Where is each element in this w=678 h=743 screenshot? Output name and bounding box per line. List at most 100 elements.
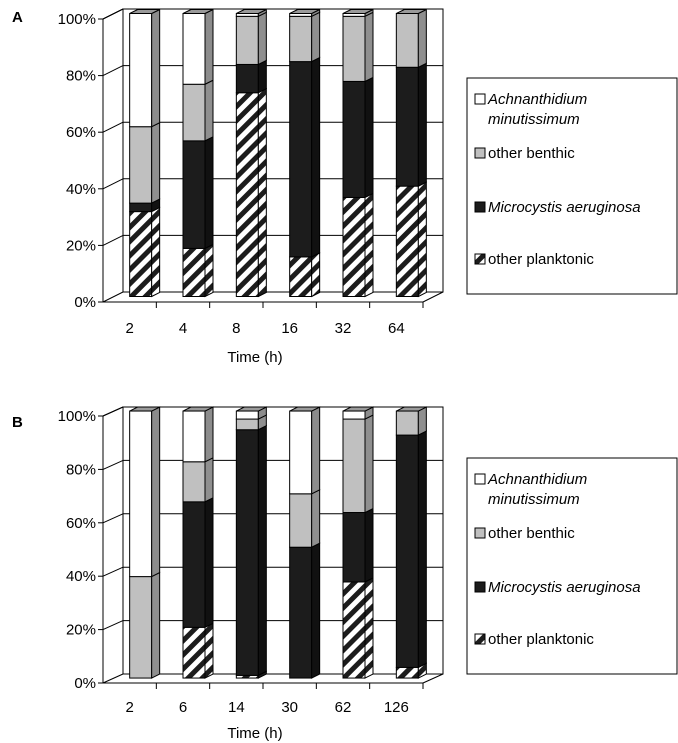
legend-label: Achnanthidium xyxy=(487,471,587,488)
y-tick-label: 0% xyxy=(74,294,96,311)
legend-label: Achnanthidium xyxy=(487,91,587,108)
side-gridline xyxy=(102,513,124,524)
bar-segment xyxy=(182,83,206,142)
bar-top xyxy=(289,9,320,14)
legend-swatch xyxy=(474,581,486,593)
bar-segment xyxy=(129,410,153,578)
y-tick-label: 100% xyxy=(58,11,96,28)
bar-segment xyxy=(182,247,206,297)
side-gridline xyxy=(102,291,124,303)
y-tick-label: 100% xyxy=(58,408,96,425)
y-tick-label: 20% xyxy=(66,237,96,254)
legend-box xyxy=(466,77,678,295)
panel-b-label: B xyxy=(12,414,23,431)
bar-segment-side xyxy=(417,62,427,187)
bar-segment-side xyxy=(151,406,161,578)
bar-segment-side xyxy=(364,76,374,199)
bar-segment-side xyxy=(151,571,161,679)
bar-segment-side xyxy=(204,8,214,86)
y-tick-label: 20% xyxy=(66,622,96,639)
bar-segment-side xyxy=(417,406,427,436)
legend-label-line2: minutissimum xyxy=(488,491,580,508)
side-gridline xyxy=(102,234,124,246)
legend-label: other planktonic xyxy=(488,251,594,268)
panel-b: B 0% 20% 40% 60% 80% 100% 2 6 14 30 62 126 Time (h)… xyxy=(12,406,678,742)
bar-segment-side xyxy=(257,59,267,94)
bar-segment-side xyxy=(311,489,321,549)
bar-segment-side xyxy=(204,243,214,298)
bar-segment xyxy=(342,581,366,679)
x-tick-label: 64 xyxy=(388,320,405,337)
bar-segment-side xyxy=(257,424,267,677)
side-gridline xyxy=(102,566,124,577)
back-wall xyxy=(122,406,444,675)
legend-label-line2: minutissimum xyxy=(488,111,580,128)
bar-segment xyxy=(342,196,366,297)
legend-label: Microcystis aeruginosa xyxy=(488,579,641,596)
x-tick-label: 8 xyxy=(232,320,240,337)
bar-segment-side xyxy=(151,206,161,298)
side-gridline xyxy=(102,673,124,684)
x-tick-label: 6 xyxy=(179,699,187,716)
bar-segment xyxy=(235,92,259,297)
bar-segment xyxy=(395,410,419,436)
bar-segment-side xyxy=(311,406,321,495)
bar-segment xyxy=(182,461,206,503)
legend-label: other planktonic xyxy=(488,631,594,648)
panel-a-x-title: Time (h) xyxy=(227,349,282,366)
legend-swatch xyxy=(474,473,486,485)
bar-segment xyxy=(129,126,153,204)
bar-segment xyxy=(395,434,419,668)
x-tick-label: 2 xyxy=(125,699,133,716)
legend-swatch xyxy=(474,527,486,539)
bar-segment xyxy=(182,140,206,249)
bar-segment xyxy=(395,185,419,298)
legend-swatch xyxy=(474,201,486,213)
bar-segment-side xyxy=(204,456,214,503)
bar-top xyxy=(182,406,214,412)
panel-a-label: A xyxy=(12,9,23,26)
bar-segment xyxy=(129,576,153,679)
bar-segment xyxy=(395,666,419,679)
bar-segment-side xyxy=(151,121,161,204)
floor-right-edge xyxy=(422,673,444,684)
bar-segment xyxy=(395,13,419,68)
bar-segment xyxy=(342,15,366,82)
bar-segment-side xyxy=(364,577,374,679)
bar-segment-side xyxy=(311,252,321,298)
y-tick-label: 0% xyxy=(74,675,96,692)
side-top-edge xyxy=(102,8,124,20)
bar-segment xyxy=(289,15,313,63)
bar-top xyxy=(182,9,214,14)
bar-segment xyxy=(182,501,206,628)
panel-b-legend: Achnanthidium minutissimum other benthic Mi… xyxy=(466,457,678,675)
bar-top xyxy=(342,406,374,412)
bar-segment xyxy=(235,63,259,94)
y-tick-label: 40% xyxy=(66,181,96,198)
legend-label: other benthic xyxy=(488,145,575,162)
bar-top xyxy=(129,9,160,14)
legend-swatch xyxy=(474,633,486,645)
bar-segment-side xyxy=(204,622,214,679)
x-tick-label: 4 xyxy=(179,320,187,337)
bar-segment xyxy=(235,429,259,676)
panel-a-plot: 0% 20% 40% 60% 80% 100% 2 4 8 16 32 64 xyxy=(58,8,444,337)
side-gridline xyxy=(102,459,124,470)
y-tick-label: 60% xyxy=(66,124,96,141)
bar-top xyxy=(236,406,267,412)
legend-label: other benthic xyxy=(488,525,575,542)
x-tick-label: 32 xyxy=(335,320,352,337)
bar-segment xyxy=(235,418,259,431)
side-top-edge xyxy=(102,406,124,417)
bar-segment-side xyxy=(204,406,214,463)
bar-segment-side xyxy=(364,192,374,298)
y-tick-label: 40% xyxy=(66,568,96,585)
legend-swatch xyxy=(474,93,486,105)
bar-segment-side xyxy=(311,56,321,258)
side-gridline xyxy=(102,121,124,133)
bar-segment xyxy=(289,256,313,298)
floor-right-edge xyxy=(422,291,444,303)
bar-segment-side xyxy=(417,430,427,669)
bar-segment-side xyxy=(151,8,161,128)
